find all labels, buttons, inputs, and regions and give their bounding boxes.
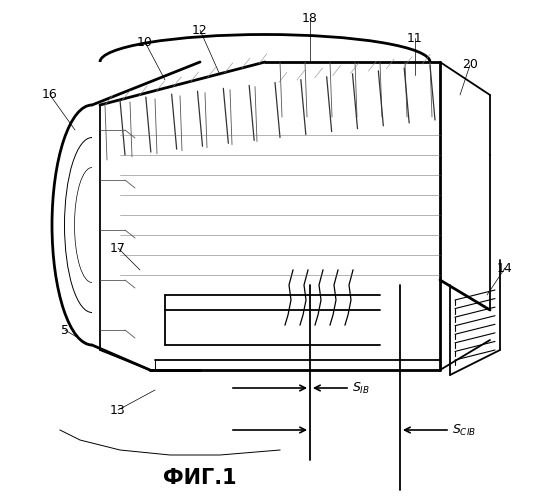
Text: ФИГ.1: ФИГ.1 bbox=[163, 468, 237, 488]
Text: 20: 20 bbox=[462, 58, 478, 71]
Text: 12: 12 bbox=[192, 24, 208, 36]
Text: 11: 11 bbox=[407, 32, 423, 44]
Text: $S_{CIB}$: $S_{CIB}$ bbox=[452, 422, 476, 438]
Text: 10: 10 bbox=[137, 36, 153, 49]
Text: 5: 5 bbox=[61, 324, 69, 336]
Text: 14: 14 bbox=[497, 262, 513, 274]
Text: 13: 13 bbox=[110, 404, 126, 416]
Text: $S_{IB}$: $S_{IB}$ bbox=[352, 380, 370, 396]
Text: 16: 16 bbox=[42, 88, 58, 102]
Text: 18: 18 bbox=[302, 12, 318, 24]
Text: 17: 17 bbox=[110, 242, 126, 254]
